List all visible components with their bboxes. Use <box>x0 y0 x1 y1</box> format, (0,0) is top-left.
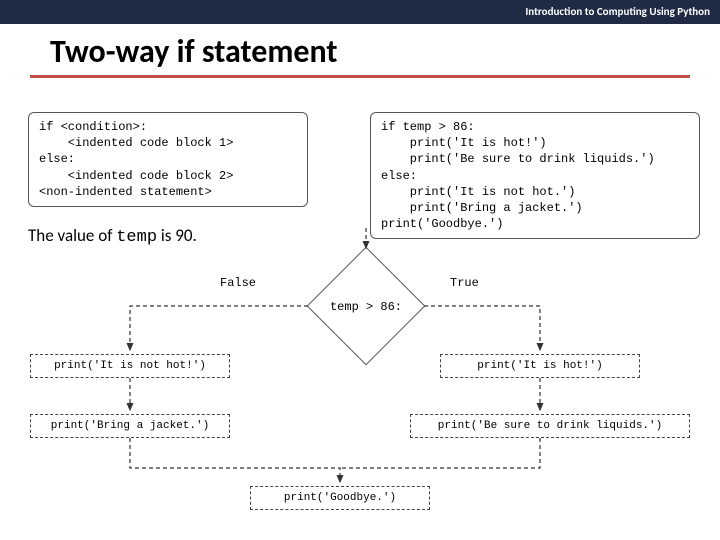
flow-right-1: print('It is hot!') <box>440 354 640 378</box>
flow-left-1: print('It is not hot!') <box>30 354 230 378</box>
header-text: Introduction to Computing Using Python <box>525 5 710 18</box>
page-title: Two-way if statement <box>0 24 720 71</box>
temp-value-sentence: The value of temp is 90. <box>28 225 197 247</box>
temp-prefix: The value of <box>28 225 116 246</box>
true-label: True <box>450 276 479 290</box>
temp-var: temp <box>116 228 157 247</box>
code-template-box: if <condition>: <indented code block 1> … <box>28 112 308 207</box>
title-underline <box>30 75 690 78</box>
flow-right-2: print('Be sure to drink liquids.') <box>410 414 690 438</box>
header-bar: Introduction to Computing Using Python <box>0 0 720 24</box>
code-example-box: if temp > 86: print('It is hot!') print(… <box>370 112 700 239</box>
flow-left-2: print('Bring a jacket.') <box>30 414 230 438</box>
flow-bottom: print('Goodbye.') <box>250 486 430 510</box>
decision-text: temp > 86: <box>316 300 416 314</box>
false-label: False <box>220 276 256 290</box>
temp-suffix: is 90. <box>157 225 197 246</box>
